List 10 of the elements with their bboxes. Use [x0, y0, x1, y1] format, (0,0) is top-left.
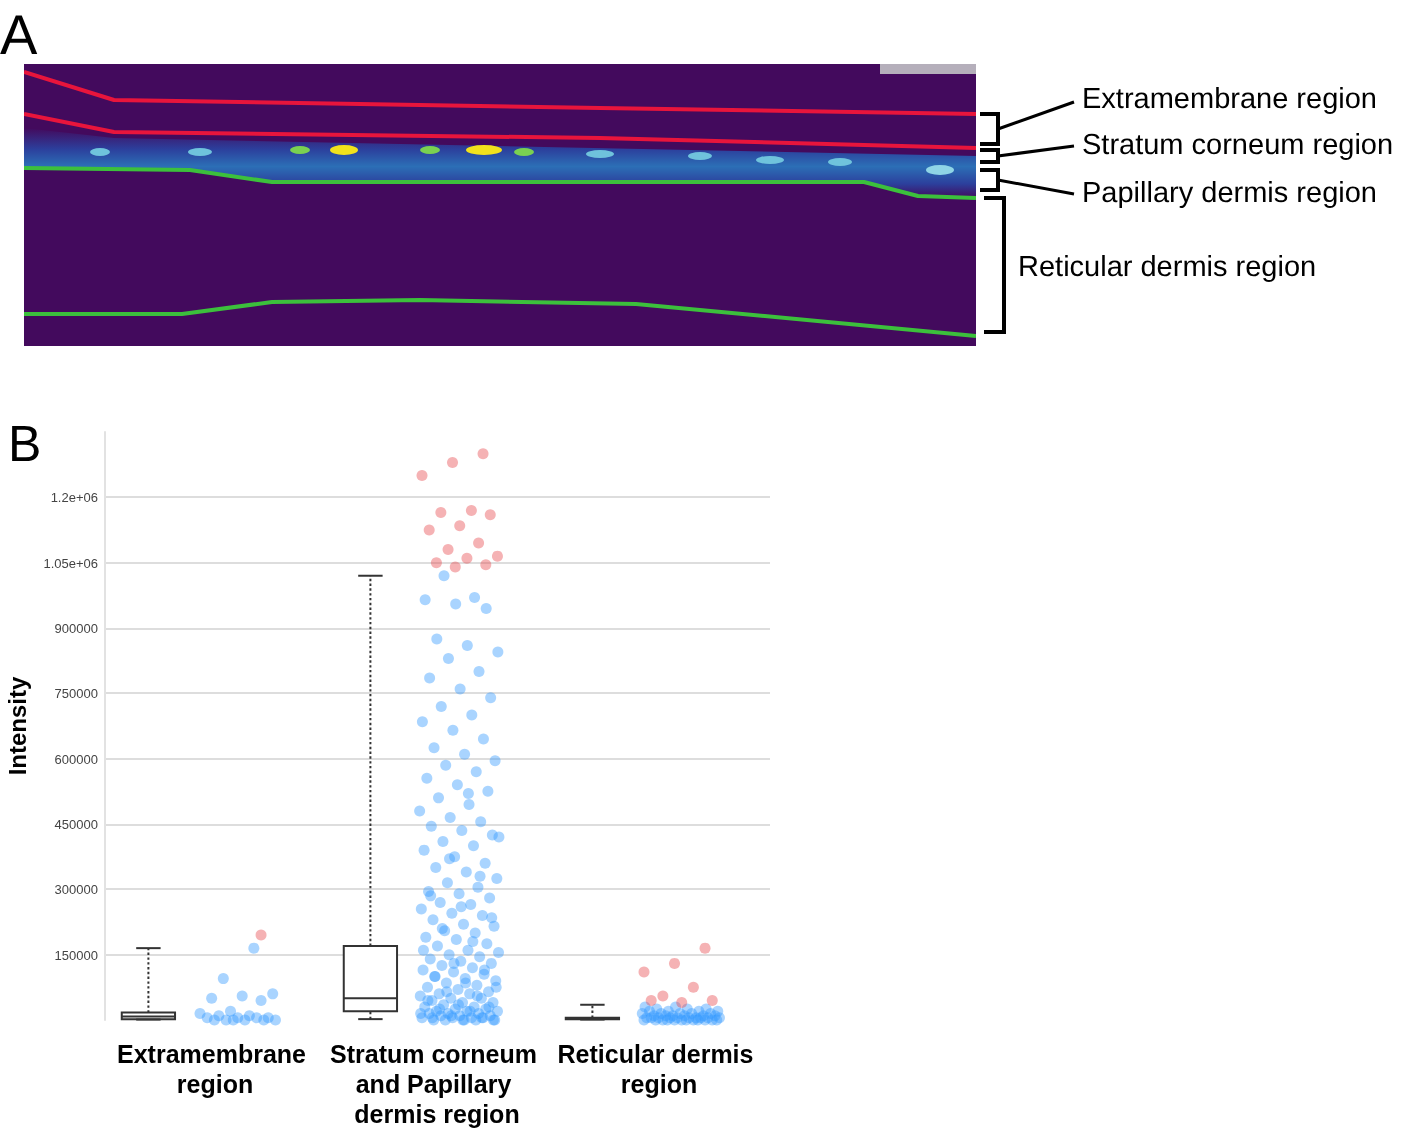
text: Reticular dermis region [1018, 250, 1317, 286]
x-tick-label: Extramembrane region [117, 1041, 313, 1099]
x-tick-label: Reticular dermis region [557, 1041, 761, 1099]
x-tick-label: Stratum corneum and Papillary dermis region [330, 1041, 544, 1129]
chart-title: B [8, 415, 42, 471]
text: Extramembrane region [1082, 82, 1377, 118]
text: Papillary dermis region [1082, 176, 1377, 212]
y-axis-title: Intensity [4, 676, 32, 776]
text: A [0, 4, 38, 66]
text: Stratum corneum region [1082, 128, 1394, 164]
